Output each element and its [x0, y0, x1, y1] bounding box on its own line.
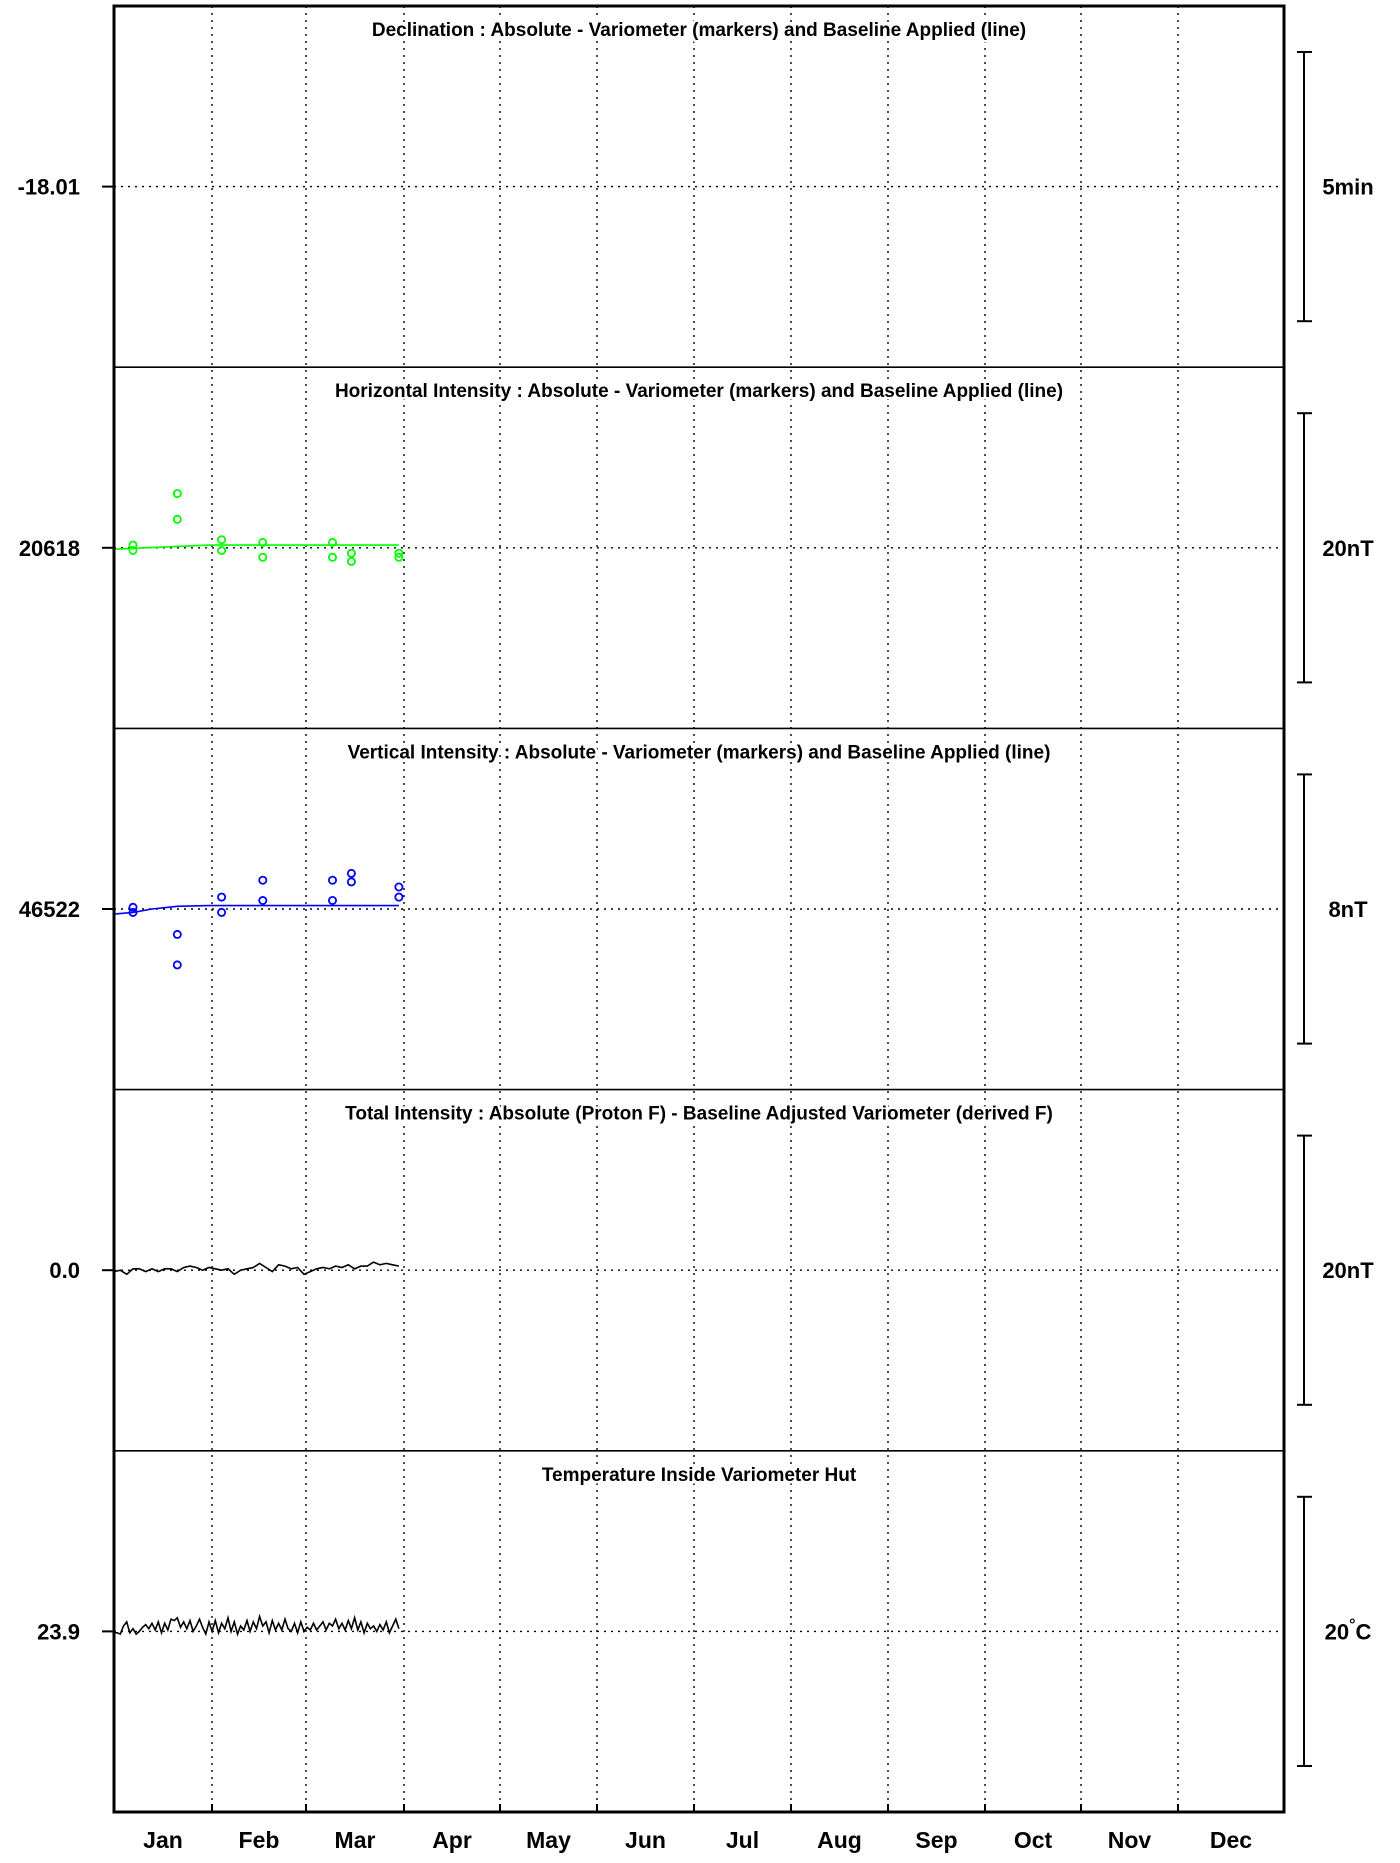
- horizontal-baseline-line: [113, 544, 399, 550]
- vertical-marker: [217, 892, 227, 902]
- month-label-jul: Jul: [726, 1827, 759, 1853]
- vertical-marker: [128, 907, 138, 917]
- horizontal-marker: [172, 489, 182, 499]
- vertical-center-label: 46522: [19, 897, 80, 922]
- total-center-label: 0.0: [49, 1258, 80, 1283]
- month-label-jun: Jun: [625, 1827, 666, 1853]
- horizontal-marker: [128, 540, 138, 550]
- month-label-sep: Sep: [915, 1827, 957, 1853]
- total-panel-title: Total Intensity : Absolute (Proton F) - …: [345, 1104, 1053, 1125]
- horizontal-marker: [128, 546, 138, 556]
- horizontal-marker: [346, 556, 356, 566]
- scale-value: 20: [1325, 1619, 1349, 1644]
- vertical-marker: [346, 868, 356, 878]
- horizontal-marker: [346, 548, 356, 558]
- horizontal-marker: [258, 537, 268, 547]
- degree-symbol: °: [1349, 1616, 1355, 1633]
- month-label-apr: Apr: [432, 1827, 472, 1853]
- temperature-panel-title: Temperature Inside Variometer Hut: [542, 1465, 857, 1486]
- horizontal-marker: [394, 552, 404, 562]
- vertical-marker: [128, 902, 138, 912]
- month-label-may: May: [526, 1827, 571, 1853]
- vertical-marker: [327, 896, 337, 906]
- horizontal-marker: [217, 546, 227, 556]
- plot-frame: [112, 4, 1286, 1814]
- declination-panel-title: Declination : Absolute - Variometer (mar…: [372, 20, 1026, 41]
- vertical-marker: [172, 929, 182, 939]
- text-layer: Jan Feb Mar Apr May Jun Jul Aug Sep Oct Nov Dec Decl…: [18, 18, 1375, 1854]
- vertical-panel-title: Vertical Intensity : Absolute - Variomet…: [348, 742, 1051, 763]
- horizontal-marker: [217, 535, 227, 545]
- data-layer: [113, 489, 404, 1637]
- scale-unit: C: [1356, 1619, 1372, 1644]
- month-label-dec: Dec: [1210, 1827, 1252, 1853]
- temperature-series-line: [114, 1613, 400, 1637]
- horizontal-marker: [327, 537, 337, 547]
- declination-center-label: -18.01: [18, 175, 80, 200]
- month-label-jan: Jan: [143, 1827, 183, 1853]
- vertical-marker: [258, 875, 268, 885]
- declination-scale-label: 5min: [1322, 175, 1373, 200]
- temperature-center-label: 23.9: [37, 1619, 80, 1644]
- horizontal-marker: [258, 552, 268, 562]
- frame-layer: [102, 4, 1312, 1814]
- horizontal-center-label: 20618: [19, 536, 80, 561]
- month-label-feb: Feb: [239, 1827, 280, 1853]
- month-label-nov: Nov: [1108, 1827, 1152, 1853]
- temperature-scale-label: 20°C: [1325, 1616, 1372, 1644]
- vertical-marker: [327, 875, 337, 885]
- vertical-baseline-line: [113, 904, 399, 915]
- vertical-marker: [394, 892, 404, 902]
- vertical-marker: [217, 907, 227, 917]
- horizontal-panel-title: Horizontal Intensity : Absolute - Variom…: [335, 381, 1063, 402]
- vertical-scale-label: 8nT: [1328, 897, 1368, 922]
- vertical-marker: [394, 882, 404, 892]
- vertical-marker: [258, 896, 268, 906]
- month-label-mar: Mar: [335, 1827, 376, 1853]
- horizontal-marker: [394, 548, 404, 558]
- horizontal-marker: [327, 552, 337, 562]
- vertical-marker: [172, 960, 182, 970]
- horizontal-marker: [172, 514, 182, 524]
- vertical-marker: [346, 877, 356, 887]
- horizontal-scale-label: 20nT: [1322, 536, 1374, 561]
- grid-layer: [114, 6, 1284, 1812]
- total-series-line: [113, 1261, 400, 1276]
- month-label-oct: Oct: [1014, 1827, 1053, 1853]
- total-scale-label: 20nT: [1322, 1258, 1374, 1283]
- month-label-aug: Aug: [817, 1827, 862, 1853]
